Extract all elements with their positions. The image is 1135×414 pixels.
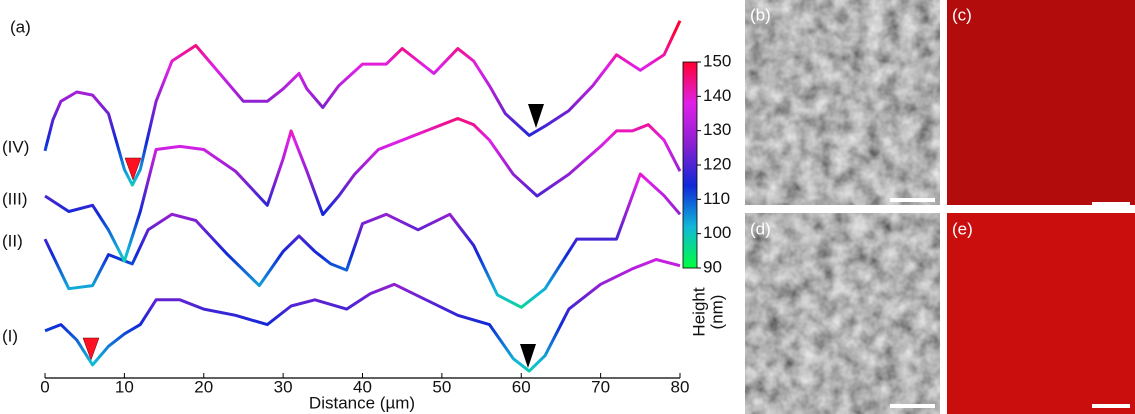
- profile-line: [44, 117, 682, 263]
- profile-line: [44, 258, 681, 373]
- series-label: (IV): [2, 137, 29, 156]
- series-label: (II): [2, 231, 23, 250]
- colorbar-tick-label: 140: [703, 86, 731, 105]
- image-c: (c): [947, 0, 1135, 206]
- colorbar: [682, 61, 698, 269]
- panel-label: (c): [952, 5, 972, 24]
- panel-label: (e): [952, 219, 973, 238]
- x-tick-label: 70: [591, 377, 610, 396]
- panel-label: (d): [750, 219, 771, 238]
- marker: [528, 104, 544, 128]
- colorbar-tick-label: 120: [703, 154, 731, 173]
- x-tick-label: 20: [194, 377, 213, 396]
- colorbar-tick-label: 130: [703, 120, 731, 139]
- marker: [520, 344, 536, 368]
- colorbar-label: (nm): [707, 295, 726, 330]
- profile-line: [43, 20, 682, 187]
- x-axis-label: Distance (µm): [309, 393, 415, 412]
- panel-label: (b): [750, 5, 771, 24]
- x-tick-label: 50: [432, 377, 451, 396]
- image-b: (b): [745, 0, 940, 205]
- x-tick-label: 30: [274, 377, 293, 396]
- series-label: (I): [2, 326, 18, 345]
- x-tick-label: 10: [115, 377, 134, 396]
- x-tick-label: 60: [512, 377, 531, 396]
- image-d: (d): [745, 213, 940, 414]
- image-e: (e): [947, 213, 1135, 414]
- colorbar-tick-label: 90: [703, 257, 722, 276]
- colorbar-tick-label: 100: [703, 223, 731, 242]
- colorbar-tick-label: 150: [703, 51, 731, 70]
- colorbar-tick-label: 110: [703, 189, 730, 208]
- colorbar-label: Height: [689, 287, 708, 336]
- marker: [82, 337, 100, 361]
- x-tick-label: 40: [353, 377, 372, 396]
- marker: [124, 157, 142, 181]
- series-label: (III): [2, 189, 28, 208]
- profile-line: [43, 172, 682, 309]
- x-tick-label: 0: [40, 377, 49, 396]
- panel-label: (a): [10, 17, 31, 36]
- x-tick-label: 80: [671, 377, 690, 396]
